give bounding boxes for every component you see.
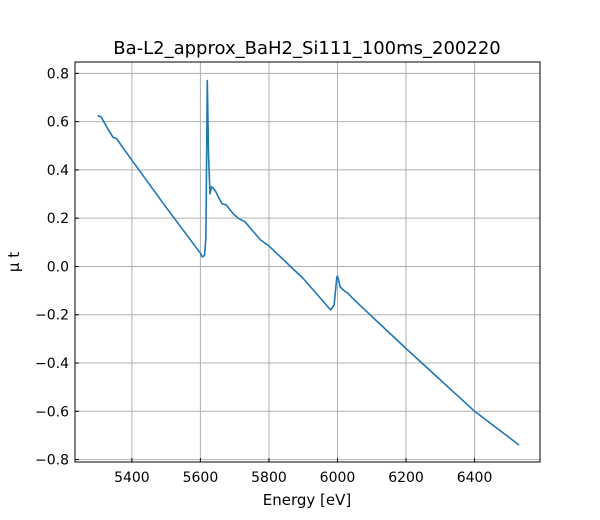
series-line (97, 79, 520, 446)
y-tick-label: −0.6 (35, 404, 69, 420)
x-tick-label: 5800 (251, 470, 287, 486)
y-tick-label: 0.0 (47, 259, 69, 275)
ticks: 5400 5600 5800 6000 6200 6400 −0.8 −0.6 −0.4 −0.2… (35, 66, 492, 486)
y-tick-label: −0.2 (35, 308, 69, 324)
y-tick-label: −0.4 (35, 356, 69, 372)
y-tick-label: 0.2 (47, 211, 69, 227)
x-tick-label: 6200 (388, 470, 424, 486)
x-tick-label: 6400 (457, 470, 493, 486)
y-tick-label: −0.8 (35, 453, 69, 469)
plot-frame (74, 61, 541, 463)
chart-title: Ba-L2_approx_BaH2_Si111_100ms_200220 (113, 38, 500, 59)
y-tick-label: 0.8 (47, 66, 69, 82)
y-tick-label: 0.4 (47, 163, 69, 179)
x-tick-label: 5400 (114, 470, 150, 486)
y-tick-label: 0.6 (47, 115, 69, 131)
grid (75, 62, 540, 462)
x-tick-label: 5600 (183, 470, 219, 486)
y-axis-label: μ t (5, 252, 23, 272)
x-tick-label: 6000 (320, 470, 356, 486)
x-axis-label: Energy [eV] (263, 491, 351, 509)
